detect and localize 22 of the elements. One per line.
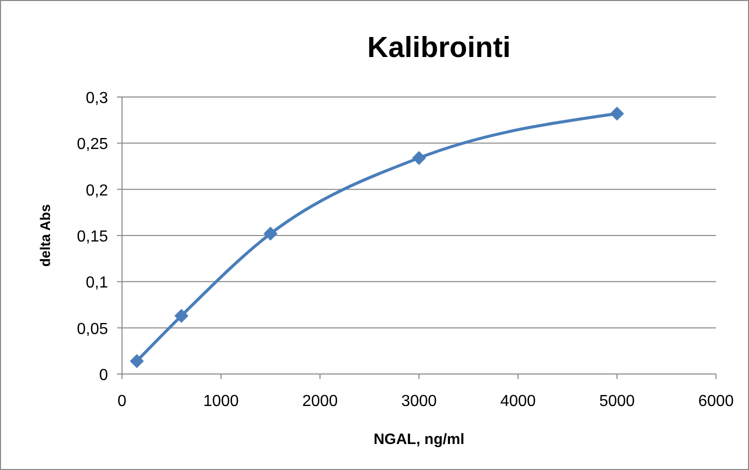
x-tick-label: 0 <box>118 393 127 410</box>
y-tick-label: 0,3 <box>86 90 108 107</box>
x-axis-title: NGAL, ng/ml <box>374 431 464 448</box>
y-tick-label: 0,05 <box>76 320 108 338</box>
y-tick-label: 0,2 <box>86 182 108 200</box>
x-tick-label: 5000 <box>599 393 635 410</box>
x-tick-label: 4000 <box>500 393 536 410</box>
point <box>174 308 188 323</box>
x-tick-label: 3000 <box>401 393 437 410</box>
x-tick-label: 6000 <box>698 393 734 410</box>
point <box>264 226 278 241</box>
point <box>130 354 144 368</box>
y-tick-label: 0,25 <box>76 136 108 154</box>
point <box>610 106 624 121</box>
x-tick-label: 1000 <box>203 393 239 410</box>
chart-title: Kalibrointi <box>367 32 511 64</box>
y-tick-label: 0 <box>99 367 108 384</box>
point <box>412 150 426 165</box>
y-axis-title: delta Abs <box>37 204 53 267</box>
x-tick-label: 2000 <box>302 393 338 410</box>
y-tick-label: 0,1 <box>86 274 108 292</box>
y-tick-label: 0,15 <box>76 228 108 246</box>
